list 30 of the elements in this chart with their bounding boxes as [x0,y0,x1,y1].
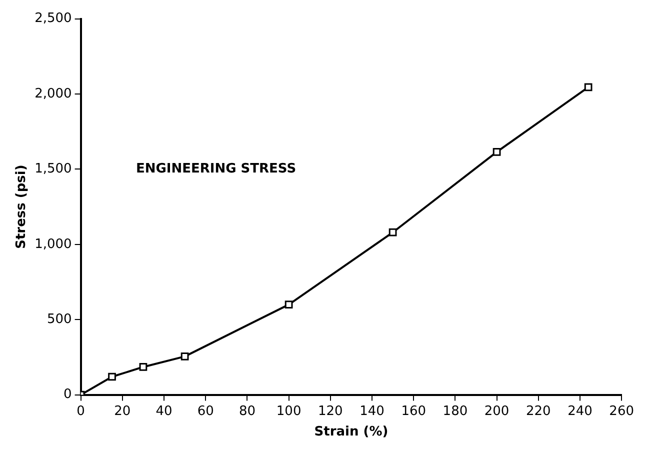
x-tick-label: 100 [276,404,302,419]
x-tick-label: 220 [526,404,551,419]
point [284,300,293,308]
point [388,228,397,236]
point [139,363,148,371]
point [180,352,189,360]
x-tick-label: 80 [238,404,256,419]
y-tick-label: 0 [64,387,72,402]
x-tick-label: 40 [156,404,172,419]
x-tick-label: 240 [568,404,592,419]
y-axis-title: Stress (psi) [14,164,30,249]
y-tick-label: 2,500 [34,11,72,26]
annotation: ENGINEERING STRESS [136,162,296,177]
x-tick-label: 60 [197,404,214,419]
y-tick-label: 500 [46,312,72,327]
point [108,372,116,381]
x-tick-label: 140 [360,404,384,419]
x-tick-label: 160 [401,404,426,419]
point [492,148,501,156]
y-tick-label: 1,500 [34,162,72,177]
x-tick-label: 260 [609,404,634,419]
y-tick-label: 1,000 [34,236,72,252]
x-tick-label: 0 [76,404,85,419]
x-tick-label: 180 [442,404,468,419]
x-tick-label: 20 [114,404,131,419]
y-tick-label: 2,000 [34,86,72,102]
x-tick-label: 200 [484,404,510,419]
x-tick-label: 120 [318,404,343,419]
point [584,83,592,92]
x-axis-title: Strain (%) [314,424,388,440]
